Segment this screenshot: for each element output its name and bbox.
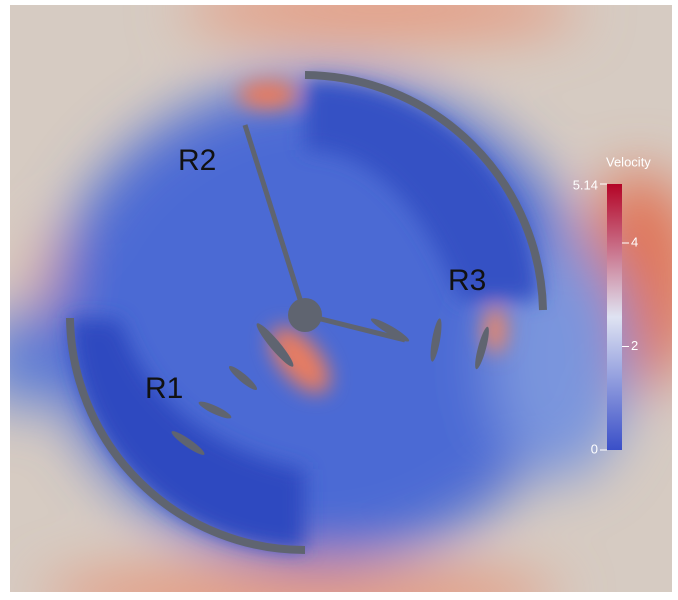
colorbar-tick-label: 0	[591, 441, 598, 456]
rotor-label: R1	[145, 372, 183, 405]
figure: R1 R2 R3 Velocity 0 2 4 5.14	[0, 0, 678, 600]
colorbar-tick-label: 4	[631, 234, 638, 249]
colorbar-tick-label: 2	[631, 338, 638, 353]
velocity-field	[0, 0, 678, 600]
colorbar-title: Velocity	[606, 154, 651, 169]
rotor-label: R3	[448, 264, 486, 297]
colorbar-tick-label: 5.14	[573, 177, 598, 192]
colorbar-gradient	[607, 184, 622, 450]
hub	[288, 298, 322, 332]
rotor-label: R2	[178, 144, 216, 177]
